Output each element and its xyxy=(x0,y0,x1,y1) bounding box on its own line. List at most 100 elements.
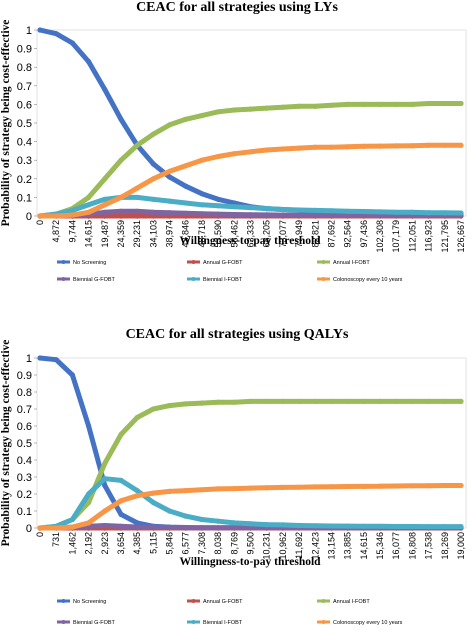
x-tick-label: 17,538 xyxy=(424,532,434,560)
x-tick-label: 107,179 xyxy=(391,220,401,253)
data-point xyxy=(328,102,335,108)
data-point xyxy=(264,398,270,404)
data-point xyxy=(264,206,270,212)
y-tick-label: 1 xyxy=(26,353,32,365)
ceac-qalys-panel: CEAC for all strategies using QALYs 0 0.1 0… xyxy=(0,327,467,626)
data-point xyxy=(102,476,108,482)
x-tick-label: 14,615 xyxy=(84,220,94,248)
x-tick-label: 116,923 xyxy=(424,220,434,252)
y-tick-label: 0.6 xyxy=(17,421,32,433)
data-point xyxy=(118,523,124,529)
x-tick-label: 112,051 xyxy=(407,220,417,252)
data-point xyxy=(345,212,351,218)
data-point xyxy=(345,398,351,404)
x-tick-label: 9,500 xyxy=(246,532,256,555)
data-point xyxy=(328,398,335,404)
data-point xyxy=(312,144,318,150)
data-point xyxy=(215,486,221,492)
data-point xyxy=(426,483,432,489)
data-point xyxy=(86,520,92,526)
data-point xyxy=(296,103,302,109)
data-point xyxy=(345,208,351,214)
x-tick-label: 3,654 xyxy=(116,532,126,555)
x-tick-label: 87,692 xyxy=(326,220,336,248)
data-point xyxy=(345,101,351,107)
x-tick-label: 8,769 xyxy=(229,532,239,555)
x-tick-label: 73,077 xyxy=(278,220,288,248)
data-point xyxy=(199,516,205,523)
data-point xyxy=(442,482,448,489)
x-tick-label: 12,423 xyxy=(310,532,320,560)
y-tick-label: 0 xyxy=(26,523,32,535)
legend-label: Biennial I-FOBT xyxy=(203,277,243,283)
y-tick-label: 0.6 xyxy=(17,99,32,111)
data-point xyxy=(458,142,464,148)
data-point xyxy=(86,59,92,65)
data-point xyxy=(134,493,140,499)
data-point xyxy=(166,210,173,216)
plot-area xyxy=(36,357,467,529)
y-tick-label: 0 xyxy=(26,211,32,223)
x-tick-label: 18,269 xyxy=(440,532,450,560)
data-point xyxy=(247,398,254,404)
data-point xyxy=(231,486,237,492)
data-point xyxy=(296,212,302,218)
x-tick-label: 7,308 xyxy=(197,532,207,555)
data-point xyxy=(86,209,92,215)
data-point xyxy=(361,523,367,529)
x-tick-label: 0 xyxy=(35,532,45,537)
data-point xyxy=(361,398,367,404)
data-point xyxy=(377,101,383,107)
x-tick-label: 43,846 xyxy=(181,220,191,248)
series-colonoscopy-every-10-years xyxy=(37,482,464,531)
x-axis-label: Willingness-to-pay threshold xyxy=(179,556,321,568)
x-tick-label: 2,192 xyxy=(84,532,94,555)
x-tick-label: 82,821 xyxy=(310,220,320,248)
x-tick-label: 121,795 xyxy=(440,220,450,253)
data-point xyxy=(69,212,75,218)
legend-label: Biennial G-FOBT xyxy=(73,277,116,283)
data-point xyxy=(361,208,367,215)
data-point xyxy=(134,194,140,200)
data-point xyxy=(150,499,156,506)
x-axis-label: Willingness-to-pay threshold xyxy=(179,235,321,247)
legend-marker xyxy=(191,277,196,281)
data-point xyxy=(37,355,43,361)
data-point xyxy=(183,525,189,531)
y-tick-label: 0.5 xyxy=(17,438,32,450)
data-point xyxy=(118,116,124,122)
y-tick-label: 0.3 xyxy=(17,155,32,167)
data-point xyxy=(442,100,448,107)
legend-marker xyxy=(321,277,326,281)
data-point xyxy=(458,100,464,107)
y-axis-label: Probability of strategy being cost-effec… xyxy=(0,340,12,547)
x-tick-label: 11,692 xyxy=(294,532,304,559)
x-tick-label: 731 xyxy=(51,532,61,547)
x-tick-label: 14,615 xyxy=(359,532,369,560)
data-point xyxy=(345,144,351,150)
series-line xyxy=(37,27,464,217)
data-point xyxy=(183,488,189,494)
data-point xyxy=(134,213,140,219)
x-tick-label: 15,346 xyxy=(375,532,385,560)
x-tick-label: 6,577 xyxy=(181,532,191,555)
legend-item: Biennial G-FOBT xyxy=(57,620,116,626)
data-point xyxy=(86,491,92,497)
data-point xyxy=(328,208,335,214)
data-point xyxy=(102,176,108,182)
ceac-lys-panel: CEAC for all strategies using LYs 0 0.1 0.2… xyxy=(0,0,467,283)
data-point xyxy=(215,153,221,160)
legend-item: Biennial I-FOBT xyxy=(187,620,243,626)
data-point xyxy=(166,122,173,128)
data-point xyxy=(215,211,221,217)
data-point xyxy=(102,196,108,202)
data-point xyxy=(150,490,156,496)
data-point xyxy=(215,399,221,405)
data-point xyxy=(183,116,189,122)
data-point xyxy=(280,522,286,528)
series-colonoscopy-every-10-years xyxy=(37,142,464,219)
data-point xyxy=(231,525,237,531)
legend-item: Annual G-FOBT xyxy=(187,260,243,266)
series-no-screening xyxy=(37,27,464,217)
data-point xyxy=(377,523,383,529)
